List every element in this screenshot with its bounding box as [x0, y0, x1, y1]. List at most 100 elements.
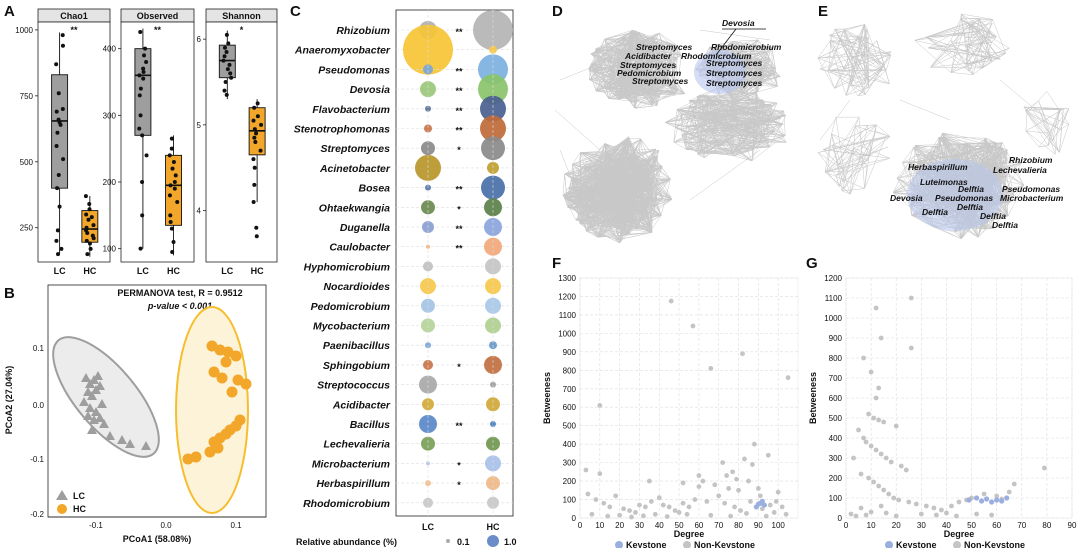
- non-keystone-point: [908, 345, 914, 351]
- significance-mark: **: [455, 244, 463, 254]
- bubble-xlabel-hc: HC: [487, 522, 500, 532]
- data-point: [171, 160, 176, 164]
- keystone-point: [1004, 495, 1010, 501]
- data-point: [226, 41, 231, 46]
- lc-point: [97, 399, 107, 408]
- lc-bubble: [423, 64, 433, 75]
- non-keystone-point: [736, 487, 741, 493]
- genus-label: Bosea: [358, 183, 390, 195]
- lc-bubble: [426, 461, 430, 466]
- data-point: [259, 122, 264, 127]
- hc-point: [220, 356, 232, 368]
- hc-bubble: [489, 45, 497, 54]
- legend-keystone-label: Keystone: [626, 540, 667, 548]
- non-keystone-point: [981, 491, 987, 497]
- data-point: [85, 230, 90, 235]
- non-keystone-point: [720, 460, 726, 466]
- non-keystone-point: [740, 351, 745, 357]
- data-point: [175, 200, 180, 204]
- x-tick-label: 10: [595, 521, 604, 530]
- panel-label-f: F: [552, 255, 561, 272]
- legend-nonkeystone-label: Non-Keystone: [964, 540, 1025, 548]
- data-point: [87, 201, 92, 206]
- y-tick-label: 300: [563, 459, 577, 468]
- data-point: [54, 143, 59, 148]
- x-tick-label: 10: [867, 521, 876, 530]
- non-keystone-point: [585, 491, 591, 497]
- data-point: [172, 180, 177, 184]
- genus-label: Bacillus: [350, 419, 390, 431]
- non-keystone-point: [722, 500, 728, 506]
- data-point: [251, 200, 256, 204]
- data-point: [224, 32, 229, 37]
- non-keystone-point: [607, 504, 613, 510]
- data-point: [255, 114, 260, 119]
- non-keystone-point: [903, 467, 909, 473]
- y-tick-label: 700: [563, 385, 577, 394]
- genus-label: Ohtaekwangia: [319, 202, 390, 214]
- non-keystone-point: [597, 402, 603, 408]
- data-point: [222, 54, 227, 59]
- non-keystone-point: [891, 495, 897, 501]
- significance-mark: **: [455, 224, 463, 234]
- lc-bubble: [424, 124, 432, 133]
- y-tick-label: 800: [563, 366, 577, 375]
- non-keystone-point: [934, 512, 939, 518]
- panel-label-e: E: [818, 3, 828, 20]
- y-tick-label: 100: [829, 494, 843, 503]
- keystone-point: [979, 498, 985, 504]
- data-point: [138, 246, 143, 251]
- lc-bubble: [425, 105, 431, 112]
- non-keystone-point: [883, 510, 889, 516]
- lc-point: [95, 381, 105, 390]
- significance-mark: *: [457, 145, 461, 155]
- data-point: [54, 109, 59, 114]
- panel-label-d: D: [552, 3, 563, 20]
- genus-label: Nocardioides: [323, 281, 390, 293]
- hc-bubble: [478, 74, 508, 105]
- data-point: [86, 217, 91, 222]
- y-tick-label: 500: [563, 422, 577, 431]
- hc-point: [226, 386, 238, 398]
- panel-label-b: B: [4, 285, 15, 302]
- non-keystone-point: [686, 504, 692, 510]
- data-point: [224, 50, 229, 54]
- keystone-point: [994, 497, 1000, 503]
- legend-nonkeystone-label: Non-Keystone: [694, 540, 755, 548]
- non-keystone-point: [785, 375, 791, 381]
- data-point: [222, 88, 227, 93]
- non-keystone-point: [613, 493, 619, 499]
- non-keystone-point: [759, 506, 765, 512]
- lc-point: [85, 403, 95, 412]
- non-keystone-point: [730, 469, 735, 475]
- x-tick-label: 40: [942, 521, 951, 530]
- genus-label: Lechevalieria: [323, 439, 390, 451]
- non-keystone-point: [583, 467, 589, 473]
- facet-frame: [37, 21, 111, 263]
- data-point: [252, 182, 257, 187]
- non-keystone-point: [883, 455, 889, 461]
- data-point: [173, 173, 178, 178]
- data-point: [60, 107, 65, 112]
- lc-point: [79, 397, 89, 406]
- non-keystone-point: [863, 439, 869, 445]
- pcoa-xtick: 0.0: [160, 521, 172, 530]
- non-keystone-point: [648, 498, 654, 504]
- data-point: [141, 66, 146, 71]
- data-point: [91, 223, 96, 228]
- lc-bubble: [421, 141, 435, 156]
- data-point: [168, 220, 173, 224]
- data-point: [254, 131, 259, 136]
- non-keystone-point: [757, 493, 763, 499]
- non-keystone-point: [956, 499, 962, 505]
- lc-bubble: [425, 480, 431, 487]
- genus-label: Acinetobacter: [319, 163, 391, 175]
- x-tick-label: HC: [167, 266, 180, 276]
- non-keystone-point: [605, 513, 611, 519]
- lc-point: [95, 413, 105, 422]
- significance-mark: **: [455, 86, 463, 96]
- hc-point: [208, 366, 220, 378]
- lc-point: [117, 435, 127, 444]
- y-tick-label: 900: [829, 334, 843, 343]
